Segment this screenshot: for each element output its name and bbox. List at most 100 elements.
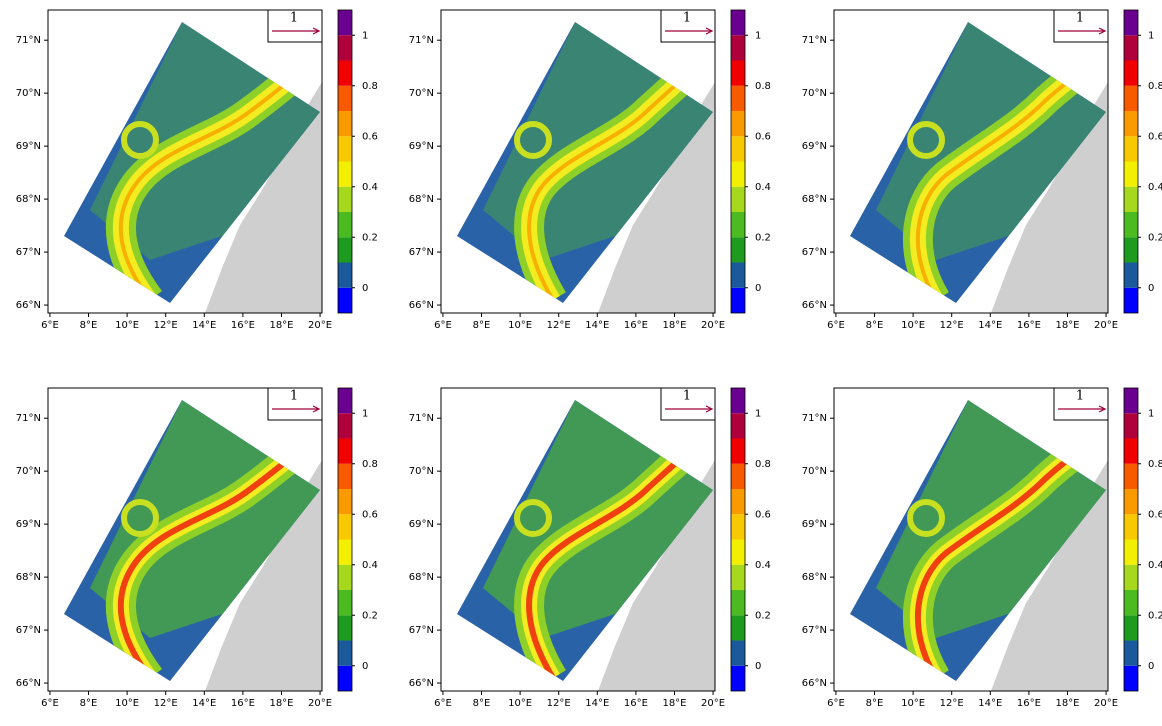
map-panel: 6°E 8°E 10°E 12°E 14°E 16°E 18°E 20°E 66°N 67°N 68… xyxy=(409,387,771,709)
colorbar-label: 0.8 xyxy=(362,81,378,92)
axes-frame xyxy=(440,9,716,314)
x-tick-label: 12°E xyxy=(940,698,964,709)
reference-box xyxy=(1053,9,1109,43)
colorbar-label: 1 xyxy=(755,408,761,419)
colorbar-bin xyxy=(338,438,352,464)
x-tick-label: 18°E xyxy=(662,320,686,331)
y-tick-label: 69°N xyxy=(16,141,41,152)
eddy xyxy=(121,121,159,159)
x-tick-label: 8°E xyxy=(80,320,98,331)
colorbar-bin xyxy=(1124,514,1138,540)
colorbar-bin xyxy=(731,287,745,313)
colorbar-frame xyxy=(1123,9,1139,314)
x-tick-label: 12°E xyxy=(154,698,178,709)
x-tick-label: 18°E xyxy=(1055,698,1079,709)
x-tick-label: 6°E xyxy=(827,320,845,331)
y-tick-label: 68°N xyxy=(16,572,41,583)
colorbar-label: 0.6 xyxy=(755,131,771,142)
y-tick-label: 70°N xyxy=(16,466,41,477)
colorbar-label: 0.2 xyxy=(1148,610,1162,621)
colorbar-label: 0.2 xyxy=(755,232,771,243)
reference-arrow-head xyxy=(1098,405,1107,413)
colorbar-bin xyxy=(1124,161,1138,187)
y-tick-label: 70°N xyxy=(409,88,434,99)
colorbar-bin xyxy=(1124,60,1138,86)
colorbar-bin xyxy=(731,10,745,36)
current-core xyxy=(914,440,1093,680)
current-core xyxy=(915,63,1093,302)
y-tick-label: 70°N xyxy=(409,466,434,477)
x-tick-label: 18°E xyxy=(1055,320,1079,331)
y-tick-label: 69°N xyxy=(409,141,434,152)
colorbar-bin xyxy=(731,640,745,666)
colorbar-frame xyxy=(1123,387,1139,692)
map-panel: 6°E 8°E 10°E 12°E 14°E 16°E 18°E 20°E 66°N 67°N 68… xyxy=(409,9,771,331)
colorbar-bin xyxy=(731,186,745,212)
colorbar-bin xyxy=(731,514,745,540)
x-tick-label: 16°E xyxy=(624,320,648,331)
colorbar-bin xyxy=(338,287,352,313)
reference-label: 1 xyxy=(290,11,298,26)
map-panel: 6°E 8°E 10°E 12°E 14°E 16°E 18°E 20°E 66°N 67°N 68… xyxy=(16,387,378,709)
colorbar-bin xyxy=(338,590,352,616)
colorbar-bin xyxy=(1124,438,1138,464)
current-field xyxy=(876,400,1106,681)
colorbar-label: 0.6 xyxy=(1148,131,1162,142)
y-tick-label: 71°N xyxy=(409,413,434,424)
colorbar-label: 0.8 xyxy=(362,459,378,470)
colorbar-bin xyxy=(731,85,745,111)
x-tick-label: 8°E xyxy=(866,698,884,709)
colorbar-label: 0 xyxy=(362,661,368,672)
colorbar-bin xyxy=(731,539,745,565)
colorbar-label: 1 xyxy=(1148,30,1154,41)
y-tick-label: 71°N xyxy=(16,413,41,424)
y-tick-label: 67°N xyxy=(802,247,827,258)
reference-label: 1 xyxy=(683,11,691,26)
x-tick-label: 8°E xyxy=(473,698,491,709)
eddy xyxy=(514,121,552,159)
x-tick-label: 12°E xyxy=(154,320,178,331)
current-field xyxy=(90,400,320,681)
colorbar-label: 0.4 xyxy=(1148,560,1162,571)
y-tick-label: 70°N xyxy=(16,88,41,99)
colorbar-label: 0.6 xyxy=(755,509,771,520)
reference-arrow-head xyxy=(705,27,714,35)
y-tick-label: 68°N xyxy=(409,572,434,583)
x-tick-label: 12°E xyxy=(940,320,964,331)
x-tick-label: 16°E xyxy=(1017,320,1041,331)
colorbar-bin xyxy=(1124,463,1138,489)
colorbar-bin xyxy=(338,514,352,540)
colorbar-bin xyxy=(338,212,352,238)
colorbar-bin xyxy=(1124,186,1138,212)
x-tick-label: 14°E xyxy=(978,698,1002,709)
eddy xyxy=(121,499,159,537)
y-tick-label: 67°N xyxy=(16,247,41,258)
colorbar-bin xyxy=(731,111,745,137)
x-tick-label: 20°E xyxy=(308,698,332,709)
reference-box xyxy=(267,387,323,421)
x-tick-label: 14°E xyxy=(192,698,216,709)
colorbar-bin xyxy=(731,489,745,515)
colorbar-frame xyxy=(730,387,746,692)
y-tick-label: 71°N xyxy=(409,35,434,46)
x-tick-label: 20°E xyxy=(701,320,725,331)
colorbar-label: 0.2 xyxy=(362,232,378,243)
x-tick-label: 6°E xyxy=(434,320,452,331)
colorbar-bin xyxy=(338,539,352,565)
x-tick-label: 14°E xyxy=(585,698,609,709)
reference-arrow-head xyxy=(312,27,321,35)
colorbar-bin xyxy=(338,413,352,439)
colorbar-bin xyxy=(731,35,745,61)
x-tick-label: 10°E xyxy=(115,698,139,709)
y-tick-label: 68°N xyxy=(802,572,827,583)
colorbar-frame xyxy=(337,9,353,314)
colorbar-bin xyxy=(1124,10,1138,36)
colorbar-bin xyxy=(338,186,352,212)
colorbar-bin xyxy=(731,590,745,616)
colorbar-bin xyxy=(1124,564,1138,590)
x-tick-label: 10°E xyxy=(901,320,925,331)
reference-label: 1 xyxy=(290,389,298,404)
colorbar-bin xyxy=(1124,111,1138,137)
colorbar-label: 0.8 xyxy=(1148,81,1162,92)
y-tick-label: 71°N xyxy=(802,413,827,424)
